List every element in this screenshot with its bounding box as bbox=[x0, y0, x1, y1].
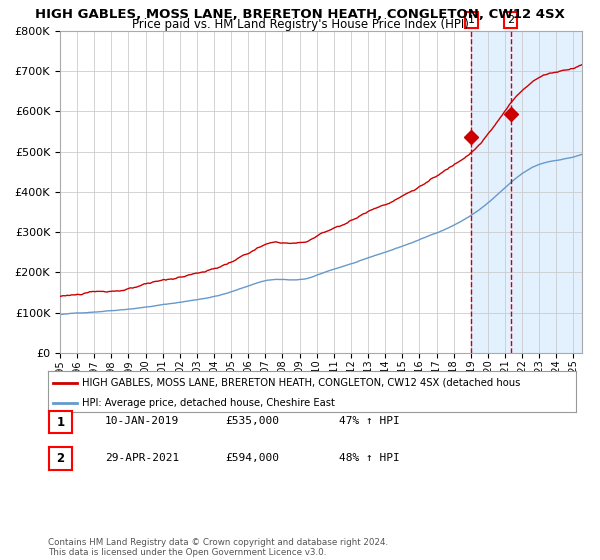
Text: 10-JAN-2019: 10-JAN-2019 bbox=[105, 416, 179, 426]
Text: 1: 1 bbox=[56, 416, 65, 429]
Text: 2: 2 bbox=[56, 452, 65, 465]
Text: £594,000: £594,000 bbox=[225, 452, 279, 463]
Text: £535,000: £535,000 bbox=[225, 416, 279, 426]
Text: Price paid vs. HM Land Registry's House Price Index (HPI): Price paid vs. HM Land Registry's House … bbox=[131, 18, 469, 31]
Text: 2: 2 bbox=[507, 15, 514, 25]
Text: 1: 1 bbox=[468, 15, 475, 25]
Bar bbox=[471, 31, 582, 353]
Text: HIGH GABLES, MOSS LANE, BRERETON HEATH, CONGLETON, CW12 4SX: HIGH GABLES, MOSS LANE, BRERETON HEATH, … bbox=[35, 8, 565, 21]
Text: HIGH GABLES, MOSS LANE, BRERETON HEATH, CONGLETON, CW12 4SX (detached hous: HIGH GABLES, MOSS LANE, BRERETON HEATH, … bbox=[82, 377, 521, 388]
Text: Contains HM Land Registry data © Crown copyright and database right 2024.
This d: Contains HM Land Registry data © Crown c… bbox=[48, 538, 388, 557]
Text: 47% ↑ HPI: 47% ↑ HPI bbox=[339, 416, 400, 426]
Text: 29-APR-2021: 29-APR-2021 bbox=[105, 452, 179, 463]
Text: HPI: Average price, detached house, Cheshire East: HPI: Average price, detached house, Ches… bbox=[82, 398, 335, 408]
Text: 48% ↑ HPI: 48% ↑ HPI bbox=[339, 452, 400, 463]
